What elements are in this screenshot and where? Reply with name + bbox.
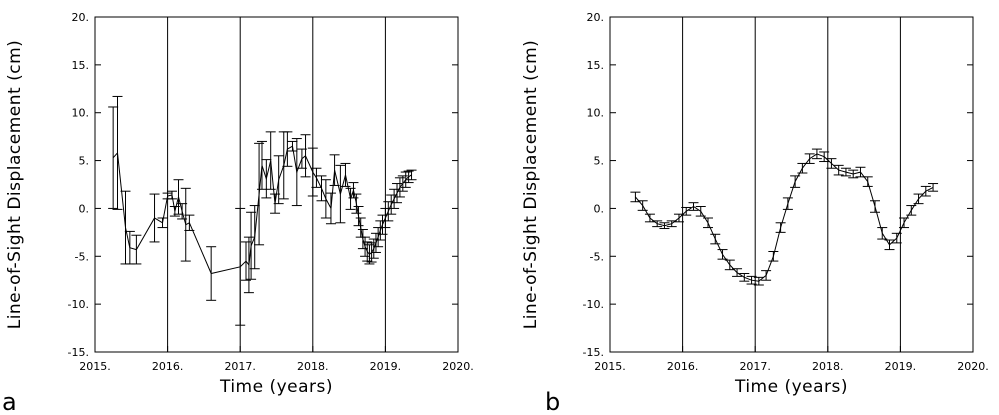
plot-frame [94,16,459,353]
plot-frame [609,16,974,353]
y-axis-title: Line-of-Sight Displacement (cm) [5,40,25,330]
x-tick-label: 2016. [667,360,699,373]
y-tick-label: 5. [594,155,605,168]
x-tick-label: 2019. [885,360,917,373]
y-tick-label: -10. [68,298,89,311]
panel-label: b [545,388,560,415]
y-tick-label: 5. [79,155,90,168]
y-tick-label: -15. [68,346,89,359]
x-tick-label: 2015. [79,360,111,373]
chart-panel-b: -15. -10. -5. 0. 5. 10. 15. 20. 2015. 2016. 2017. 2… [521,11,989,415]
y-tick-label: -5. [75,250,89,263]
y-tick-label: -5. [590,250,604,263]
series-line [112,145,412,275]
y-tick-label: 0. [594,202,605,215]
y-tick-label: 15. [72,59,90,72]
x-tick-label: 2017. [739,360,771,373]
x-tick-label: 2018. [812,360,844,373]
x-axis-title: Time (years) [219,377,333,397]
x-tick-label: 2017. [224,360,256,373]
series-line [635,153,934,282]
y-tick-label: 15. [587,59,605,72]
x-tick-label: 2018. [297,360,329,373]
y-tick-label: -10. [583,298,604,311]
panel-label: a [2,388,17,415]
y-tick-label: 0. [79,202,90,215]
y-axis-title: Line-of-Sight Displacement (cm) [521,40,541,330]
x-tick-label: 2020. [957,360,989,373]
x-axis-title: Time (years) [734,377,848,397]
y-tick-label: 10. [72,107,90,120]
y-tick-label: 20. [72,11,90,24]
y-tick-label: 20. [587,11,605,24]
x-tick-label: 2020. [442,360,474,373]
chart-panel-a: -15. -10. -5. 0. 5. 10. 15. 20. 2015. 2016. 2017. 2… [2,11,474,415]
y-tick-label: 10. [587,107,605,120]
x-tick-label: 2016. [152,360,184,373]
y-tick-label: -15. [583,346,604,359]
x-tick-label: 2015. [594,360,626,373]
x-tick-label: 2019. [370,360,402,373]
